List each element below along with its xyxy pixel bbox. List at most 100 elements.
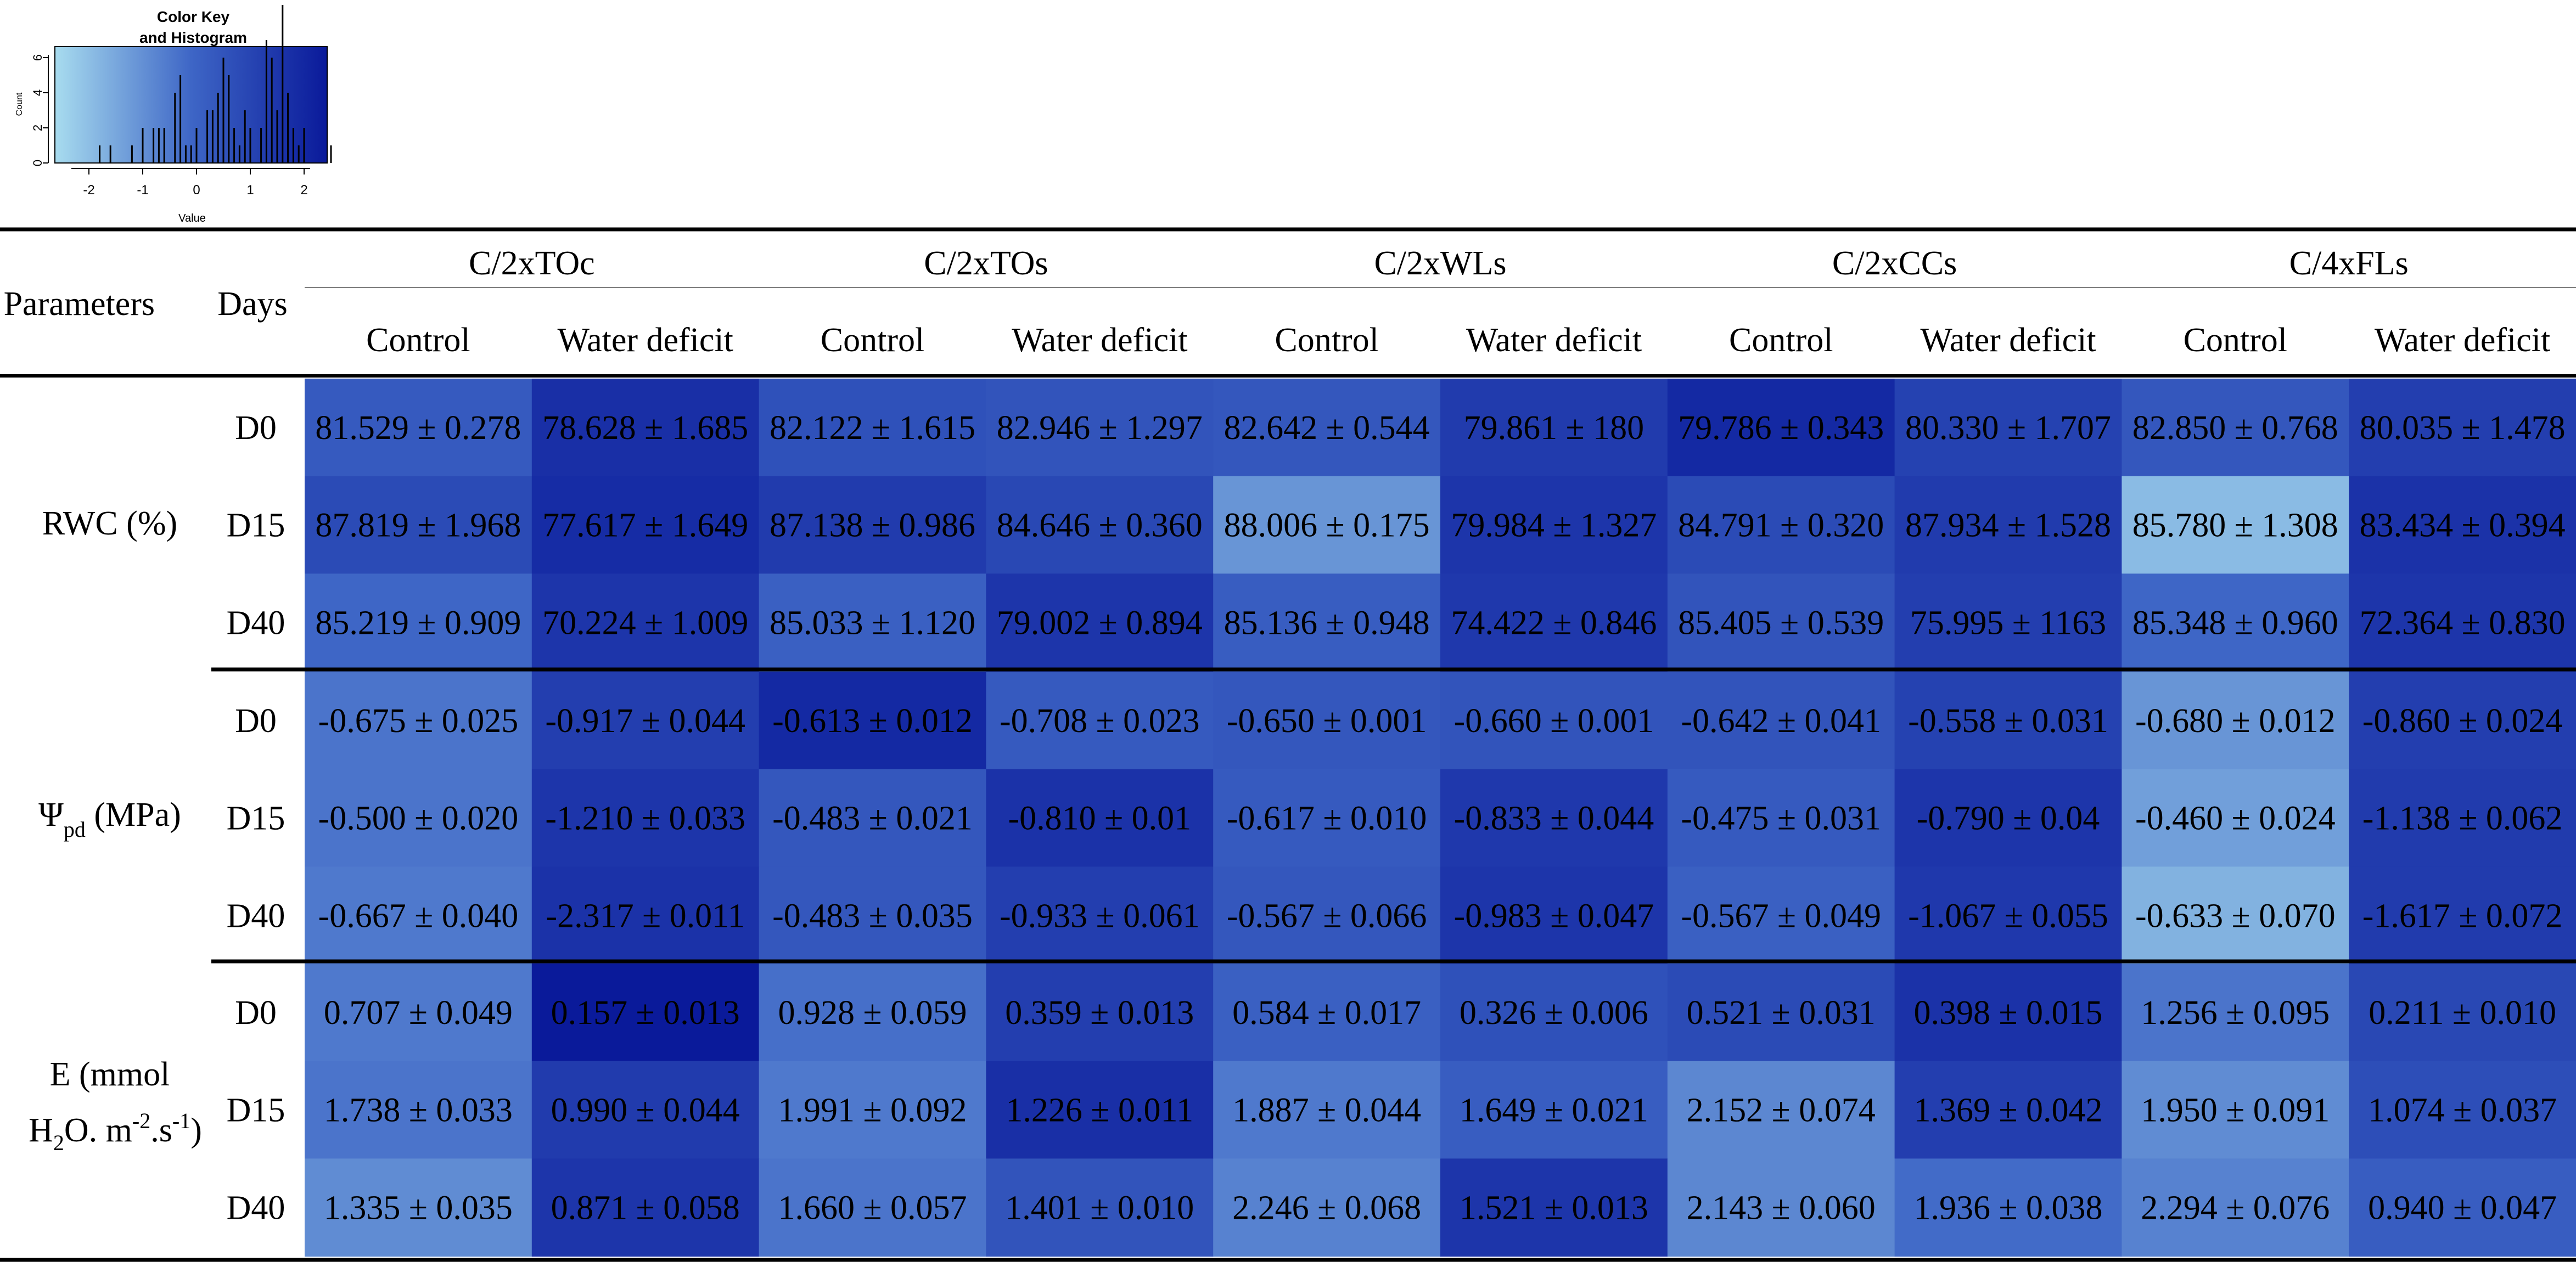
- cell-value: -0.633 ± 0.070: [2135, 897, 2336, 934]
- color-key-title-line1: Color Key: [157, 8, 230, 25]
- heatmap-cell: [1440, 769, 1668, 868]
- param-label-e-line1: E (mmol: [50, 1056, 170, 1093]
- heatmap-cell: [1894, 769, 2123, 868]
- heatmap-cell: [1667, 672, 1895, 770]
- cell-value: -0.810 ± 0.01: [1008, 800, 1191, 837]
- day-label: D40: [227, 604, 285, 641]
- heatmap-cell: [759, 476, 987, 575]
- day-labels: D0 D15 D40 D0 D15 D40 D0 D15 D40: [227, 409, 285, 1226]
- x-tick-label: 2: [300, 183, 307, 198]
- cell-value: 1.649 ± 0.021: [1460, 1092, 1648, 1129]
- heatmap-cell: [2349, 964, 2576, 1062]
- param-label-e-line2: H2O. m-2.s-1): [29, 1108, 202, 1155]
- color-key-xlabel: Value: [178, 212, 206, 224]
- cell-value: 80.035 ± 1.478: [2360, 409, 2566, 447]
- treatment-header-water-deficit: Water deficit: [2375, 322, 2550, 359]
- cell-value: -0.567 ± 0.066: [1227, 897, 1427, 934]
- day-label: D0: [235, 994, 277, 1032]
- group-header-c-2xwls: C/2xWLs: [1374, 245, 1506, 282]
- cell-value: 87.138 ± 0.986: [770, 507, 975, 544]
- heatmap-cell: [305, 1158, 532, 1257]
- cell-value: 1.074 ± 0.037: [2368, 1092, 2557, 1129]
- group-headers: C/2xTOc C/2xTOs C/2xWLs C/2xCCs C/4xFLs: [469, 245, 2409, 282]
- cell-value: 85.405 ± 0.539: [1678, 604, 1884, 641]
- heatmap-cell: [1213, 573, 1441, 672]
- heatmap-cell: [531, 1061, 760, 1159]
- cell-value: 1.887 ± 0.044: [1232, 1092, 1421, 1129]
- day-label: D15: [227, 507, 285, 544]
- heatmap-cell: [986, 964, 1214, 1062]
- day-label: D0: [235, 409, 277, 447]
- cell-value: 1.335 ± 0.035: [324, 1189, 513, 1226]
- treatment-header-water-deficit: Water deficit: [558, 322, 733, 359]
- cell-value: 87.819 ± 1.968: [315, 507, 521, 544]
- heatmap-cell: [759, 1158, 987, 1257]
- heatmap-cell: [305, 476, 532, 575]
- heatmap-cell: [2122, 769, 2350, 868]
- cell-value: 0.928 ± 0.059: [778, 994, 967, 1032]
- heatmap-cell: [2349, 379, 2576, 477]
- cell-value: 2.143 ± 0.060: [1687, 1189, 1876, 1226]
- heatmap-cell: [305, 1061, 532, 1159]
- heatmap-cell-labels: 81.529 ± 0.278 78.628 ± 1.685 82.122 ± 1.6…: [315, 409, 2565, 1226]
- cell-value: -0.500 ± 0.020: [318, 800, 519, 837]
- heatmap-cell: [1894, 866, 2123, 965]
- heatmap-cell: [759, 672, 987, 770]
- heatmap-cell: [1894, 1061, 2123, 1159]
- param-label-psi: Ψpd (MPa): [38, 796, 181, 842]
- treatment-header-control: Control: [2184, 322, 2287, 359]
- heatmap-cell: [1440, 1158, 1668, 1257]
- cell-value: -0.660 ± 0.001: [1454, 702, 1654, 740]
- treatment-header-control: Control: [366, 322, 470, 359]
- header-days: Days: [217, 285, 287, 323]
- heatmap-cell: [305, 379, 532, 477]
- heatmap-cell: [531, 769, 760, 868]
- cell-value: 0.398 ± 0.015: [1913, 994, 2102, 1032]
- heatmap-cell: [531, 672, 760, 770]
- cell-value: 79.002 ± 0.894: [997, 604, 1203, 641]
- treatment-header-water-deficit: Water deficit: [1920, 322, 2096, 359]
- cell-value: 84.791 ± 0.320: [1678, 507, 1884, 544]
- color-key-ylabel: Count: [15, 92, 24, 116]
- param-label-rwc: RWC (%): [42, 505, 177, 542]
- heatmap-cell: [759, 769, 987, 868]
- cell-value: 0.326 ± 0.006: [1460, 994, 1648, 1032]
- cell-value: 75.995 ± 1163: [1910, 604, 2106, 641]
- y-tick-label: 0: [31, 160, 44, 166]
- cell-value: 85.780 ± 1.308: [2132, 507, 2338, 544]
- heatmap-cell: [2349, 866, 2576, 965]
- heatmap-cell: [2122, 866, 2350, 965]
- heatmap-cell: [1440, 866, 1668, 965]
- heatmap-cell: [759, 866, 987, 965]
- color-key-title-line2: and Histogram: [139, 29, 247, 46]
- heatmap-cell: [1213, 1061, 1441, 1159]
- cell-value: -1.210 ± 0.033: [545, 800, 745, 837]
- heatmap-cell: [1894, 672, 2123, 770]
- heatmap-cell: [1667, 1061, 1895, 1159]
- treatment-header-water-deficit: Water deficit: [1012, 322, 1187, 359]
- heatmap-cell: [2122, 672, 2350, 770]
- cell-value: 2.294 ± 0.076: [2141, 1189, 2330, 1226]
- cell-value: 74.422 ± 0.846: [1451, 604, 1657, 641]
- table-header: Parameters Days C/2xTOc C/2xTOs C/2xWLs C/2…: [4, 245, 2551, 359]
- cell-value: 0.940 ± 0.047: [2368, 1189, 2557, 1226]
- cell-value: -0.933 ± 0.061: [1000, 897, 1200, 934]
- heatmap-cells: [305, 379, 2576, 1257]
- heatmap-cell: [986, 1158, 1214, 1257]
- cell-value: 2.152 ± 0.074: [1687, 1092, 1876, 1129]
- heatmap-cell: [2349, 1061, 2576, 1159]
- x-tick-label: 1: [246, 183, 254, 198]
- cell-value: -0.460 ± 0.024: [2135, 800, 2336, 837]
- heatmap-cell: [1894, 1158, 2123, 1257]
- cell-value: 79.786 ± 0.343: [1678, 409, 1884, 447]
- parameter-labels: RWC (%) Ψpd (MPa) E (mmol H2O. m-2.s-1): [29, 505, 202, 1155]
- heatmap-cell: [1440, 672, 1668, 770]
- cell-value: 82.642 ± 0.544: [1224, 409, 1430, 447]
- heatmap-cell: [531, 866, 760, 965]
- heatmap-cell: [986, 379, 1214, 477]
- heatmap-cell: [1213, 866, 1441, 965]
- cell-value: 78.628 ± 1.685: [542, 409, 748, 447]
- heatmap-cell: [1440, 1061, 1668, 1159]
- cell-value: 72.364 ± 0.830: [2360, 604, 2566, 641]
